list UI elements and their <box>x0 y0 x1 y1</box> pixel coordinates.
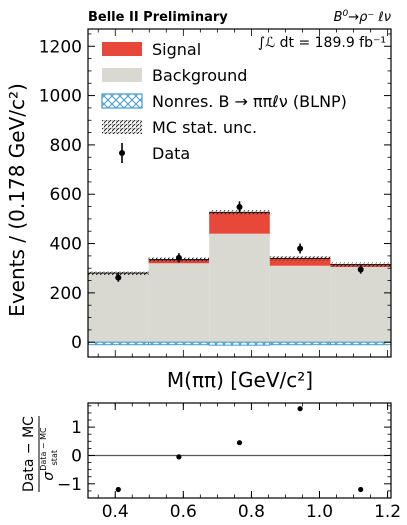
process-main: B <box>334 10 343 25</box>
background-bar <box>88 273 149 343</box>
nonres-bar <box>87 341 150 346</box>
data-point <box>297 245 304 252</box>
ratio-point <box>358 486 364 493</box>
process-sup: 0 <box>342 9 348 19</box>
ratio-ylabel-sub: stat <box>50 450 59 465</box>
ratio-point <box>176 454 182 460</box>
main-y-axis-label: Events / (0.178 GeV/c²) <box>5 83 29 317</box>
nonres-bar <box>208 341 271 346</box>
legend-label: Background <box>152 66 247 85</box>
data-point <box>236 204 243 211</box>
ratio-y-axis-label: Data − MC σData − MC stat <box>21 416 59 492</box>
data-point <box>175 254 182 261</box>
main-x-axis-label: M(ππ) [GeV/c²] <box>167 368 313 392</box>
nonres-bar <box>269 341 331 346</box>
main-y-tick-label: 400 <box>50 235 82 255</box>
nonres-bar <box>148 341 210 346</box>
ratio-x-tick-label: 0.8 <box>238 502 265 522</box>
ratio-y-tick-label: 0 <box>71 446 82 466</box>
ratio-point <box>297 406 303 412</box>
ratio-axes: −1 0 1 0.4 0.6 0.8 1.0 1.2 <box>57 402 401 522</box>
background-bar <box>269 265 331 343</box>
data-point <box>115 274 122 281</box>
signal-bar <box>209 212 270 234</box>
main-histogram <box>87 210 392 346</box>
legend-label: MC stat. unc. <box>152 118 257 137</box>
background-bar <box>209 233 270 343</box>
main-data-points <box>115 201 364 282</box>
ratio-x-tick-label: 1.2 <box>374 502 401 522</box>
legend-mcunc-swatch <box>102 120 142 134</box>
ratio-x-tick-label: 0.6 <box>170 502 197 522</box>
ratio-x-tick-label: 1.0 <box>306 502 333 522</box>
ratio-frame <box>87 402 392 499</box>
main-frame <box>87 28 392 358</box>
main-y-tick-label: 1200 <box>39 37 82 57</box>
legend-background-swatch <box>102 68 142 82</box>
main-y-tick-label: 800 <box>50 136 82 156</box>
legend-nonres-swatch <box>101 93 143 109</box>
data-point <box>357 266 364 273</box>
background-bar <box>148 263 210 343</box>
legend-label: Signal <box>152 40 201 59</box>
legend: Signal Background Nonres. B → ππℓν (BLNP) M… <box>101 40 347 163</box>
legend-data-marker <box>119 150 125 156</box>
ratio-point <box>115 486 121 493</box>
ratio-point <box>236 440 243 446</box>
luminosity-label: ∫ℒ dt = 189.9 fb⁻¹ <box>258 35 386 51</box>
ratio-y-tick-label: −1 <box>57 475 82 495</box>
experiment-label: Belle II Preliminary <box>88 10 228 25</box>
ratio-ylabel-denominator: σData − MC stat <box>39 427 59 481</box>
signal-bar <box>269 258 331 266</box>
background-bar <box>330 266 391 343</box>
ratio-ylabel-numerator: Data − MC <box>21 416 37 492</box>
ratio-ylabel-sigma: σ <box>41 471 57 481</box>
main-y-tick-label: 600 <box>50 185 82 205</box>
ratio-ylabel-sup: Data − MC <box>39 427 48 471</box>
main-y-tick-label: 0 <box>71 333 82 353</box>
main-y-tick-label: 1000 <box>39 87 82 107</box>
ratio-points <box>115 406 364 493</box>
ratio-y-tick-label: 1 <box>71 418 82 438</box>
process-label: B0→ρ⁻ ℓν <box>334 9 391 25</box>
ratio-x-tick-label: 0.4 <box>102 502 129 522</box>
nonres-bar <box>329 341 392 346</box>
process-rest: →ρ⁻ ℓν <box>348 10 391 25</box>
legend-signal-swatch <box>102 42 142 56</box>
legend-label: Data <box>152 144 190 163</box>
main-y-tick-label: 200 <box>50 284 82 304</box>
main-axes: 0 200 400 600 800 1000 1200 <box>39 28 392 358</box>
legend-label: Nonres. B → ππℓν (BLNP) <box>152 92 347 111</box>
